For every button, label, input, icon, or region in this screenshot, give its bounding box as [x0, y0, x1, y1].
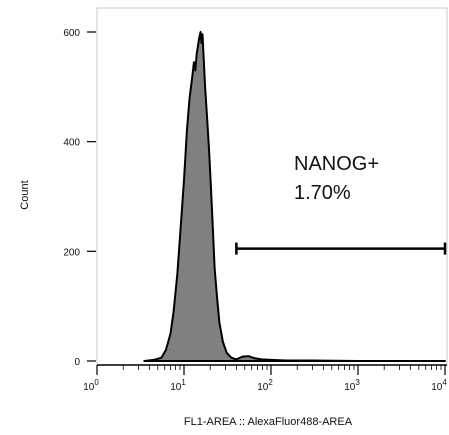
y-tick-label: 400 [63, 138, 80, 149]
x-axis: 100 101 102 103 104 [83, 364, 447, 393]
x-tick-label: 101 [170, 378, 186, 393]
y-tick-label: 600 [63, 28, 80, 39]
y-tick-label: 0 [74, 357, 80, 368]
nanog-gate: NANOG+ 1.70% [235, 153, 447, 255]
y-axis-label: Count [19, 180, 31, 209]
gate-name-label: NANOG+ [294, 153, 379, 175]
x-tick-label: 104 [431, 378, 447, 393]
y-tick-label: 200 [63, 247, 80, 258]
gate-percent-label: 1.70% [294, 182, 351, 204]
histogram-area [143, 31, 446, 362]
plot-frame [96, 7, 448, 366]
y-axis: 0 200 400 600 [63, 28, 96, 368]
x-tick-label: 102 [257, 378, 273, 393]
x-tick-label: 103 [344, 378, 360, 393]
x-tick-label: 100 [83, 378, 99, 393]
x-axis-label: FL1-AREA :: AlexaFluor488-AREA [184, 416, 353, 428]
